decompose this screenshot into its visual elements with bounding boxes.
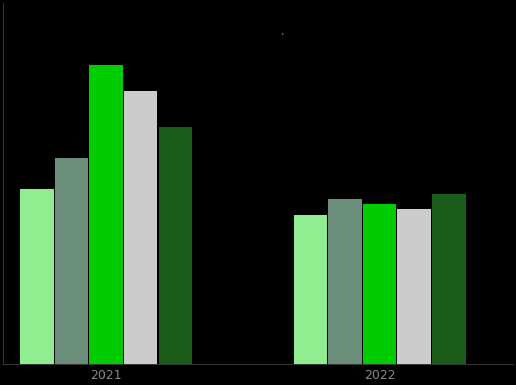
Bar	[124, 90, 157, 364]
Bar	[294, 214, 327, 364]
Bar	[432, 194, 465, 364]
Bar	[89, 65, 123, 364]
Bar	[55, 158, 88, 364]
Bar	[363, 204, 396, 364]
Bar	[158, 127, 192, 364]
Bar	[397, 209, 431, 364]
Bar	[397, 209, 431, 364]
Bar	[328, 199, 362, 364]
Bar	[124, 90, 157, 364]
Bar	[20, 189, 54, 364]
